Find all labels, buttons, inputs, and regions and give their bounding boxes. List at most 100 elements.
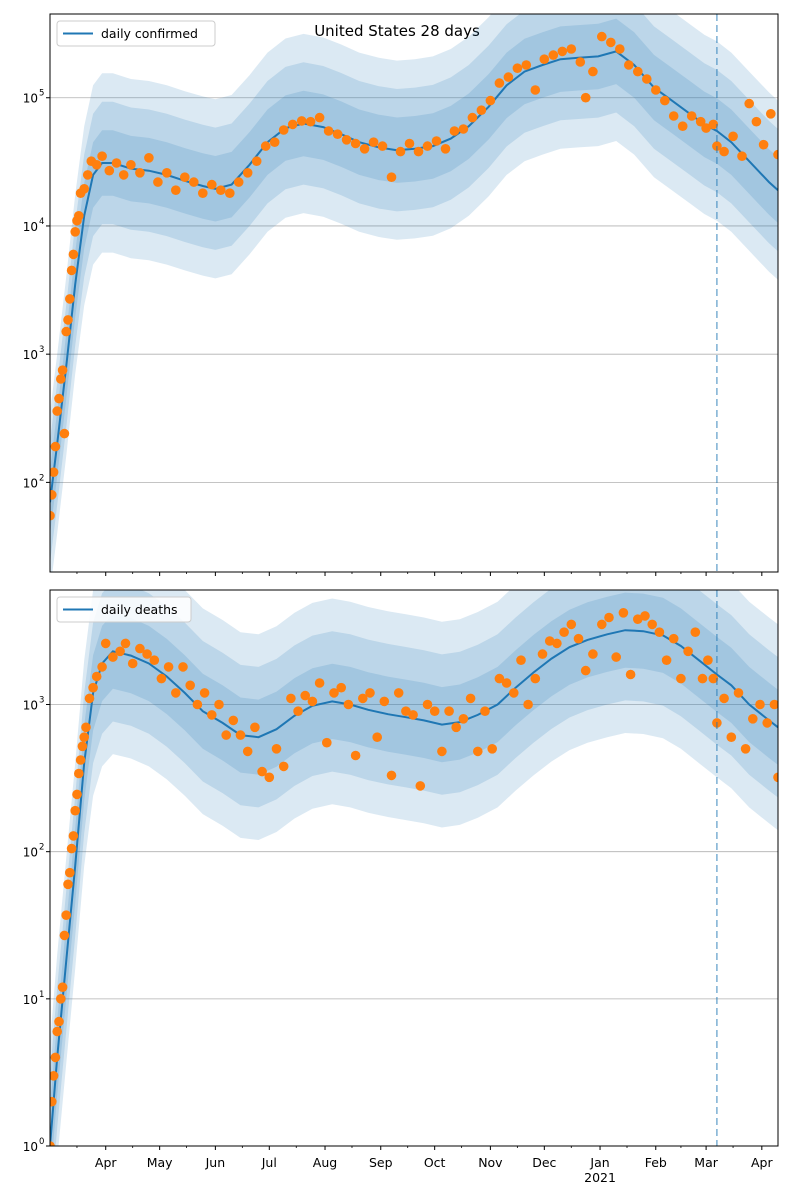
observed-point bbox=[70, 227, 80, 237]
observed-point bbox=[368, 137, 379, 147]
observed-point bbox=[79, 184, 89, 194]
observed-point bbox=[126, 160, 136, 170]
observed-point bbox=[597, 31, 607, 42]
observed-point bbox=[676, 673, 686, 684]
observed-point bbox=[225, 188, 235, 198]
observed-point bbox=[537, 649, 548, 659]
observed-point bbox=[429, 706, 440, 716]
legend: daily confirmed bbox=[56, 20, 216, 47]
y-tick-label: 10 bbox=[23, 699, 38, 713]
observed-point bbox=[530, 85, 541, 95]
observed-point bbox=[359, 144, 370, 154]
observed-point bbox=[50, 467, 59, 477]
observed-point bbox=[162, 168, 172, 178]
observed-point bbox=[737, 151, 747, 161]
y-tick-label: 10 bbox=[23, 348, 38, 362]
x-tick-label: Jun bbox=[205, 1155, 226, 1170]
observed-point bbox=[332, 129, 343, 139]
observed-point bbox=[63, 879, 73, 890]
y-tick-label: 10 bbox=[23, 846, 38, 860]
x-axis: Apr May Jun Jul Aug Sep Oct Nov Dec Jan Feb Mar Apr 2… bbox=[95, 1155, 774, 1185]
x-tick-label: Apr bbox=[751, 1155, 773, 1170]
observed-point bbox=[300, 690, 311, 701]
observed-point bbox=[726, 732, 737, 742]
observed-point bbox=[286, 693, 296, 704]
observed-point bbox=[329, 688, 339, 698]
observed-point bbox=[314, 678, 325, 688]
observed-point bbox=[413, 146, 424, 157]
observed-point bbox=[458, 714, 469, 724]
observed-point bbox=[189, 177, 199, 187]
observed-point bbox=[473, 746, 483, 757]
observed-point bbox=[79, 732, 89, 742]
uncertainty-band bbox=[50, 14, 778, 572]
observed-point bbox=[100, 638, 111, 649]
observed-point bbox=[350, 138, 361, 149]
observed-point bbox=[77, 741, 88, 752]
model-line bbox=[50, 50, 778, 503]
observed-point bbox=[728, 131, 738, 142]
observed-point bbox=[127, 658, 138, 669]
observed-point bbox=[50, 441, 61, 452]
observed-point bbox=[654, 627, 665, 637]
observed-point bbox=[296, 116, 307, 126]
observed-point bbox=[597, 619, 607, 630]
observed-point bbox=[719, 693, 729, 704]
observed-point bbox=[697, 673, 708, 684]
y-tick-exponent: 3 bbox=[39, 345, 44, 355]
observed-point bbox=[386, 770, 397, 781]
observed-point bbox=[393, 688, 404, 698]
observed-point bbox=[494, 78, 505, 88]
observed-point bbox=[251, 156, 262, 166]
observed-point bbox=[544, 636, 555, 646]
observed-point bbox=[494, 673, 505, 684]
observed-point bbox=[509, 688, 519, 698]
observed-point bbox=[618, 608, 629, 618]
observed-point bbox=[198, 188, 208, 198]
observed-point bbox=[269, 137, 280, 147]
observed-point bbox=[422, 141, 433, 151]
observed-point bbox=[588, 66, 598, 77]
observed-point bbox=[615, 44, 625, 54]
observed-point bbox=[192, 699, 203, 710]
observed-point bbox=[59, 930, 70, 941]
observed-point bbox=[386, 172, 397, 182]
observed-point bbox=[72, 789, 82, 800]
observed-point bbox=[314, 112, 325, 123]
observed-point bbox=[144, 153, 154, 163]
observed-point bbox=[611, 652, 621, 662]
observed-point bbox=[740, 744, 751, 754]
observed-point bbox=[766, 109, 776, 119]
observed-point bbox=[758, 139, 769, 150]
observed-point bbox=[74, 768, 84, 779]
x-year-label: 2021 bbox=[584, 1170, 616, 1185]
observed-point bbox=[404, 138, 415, 149]
legend-label: daily deaths bbox=[101, 602, 178, 617]
observed-point bbox=[485, 95, 496, 106]
observed-point bbox=[401, 706, 411, 716]
observed-point bbox=[68, 249, 79, 260]
observed-point bbox=[677, 121, 688, 131]
y-tick-exponent: 2 bbox=[39, 473, 44, 483]
observed-point bbox=[566, 44, 577, 54]
observed-point bbox=[690, 627, 701, 637]
observed-point bbox=[104, 165, 115, 176]
observed-point bbox=[686, 111, 697, 121]
observed-point bbox=[624, 60, 634, 70]
observed-point bbox=[701, 123, 711, 133]
observed-point bbox=[733, 688, 744, 698]
observed-point bbox=[604, 612, 614, 623]
uncertainty-band bbox=[50, 14, 778, 564]
observed-point bbox=[235, 730, 246, 740]
observed-point bbox=[516, 655, 526, 665]
observed-point bbox=[50, 1141, 55, 1146]
observed-point bbox=[539, 54, 550, 64]
observed-point bbox=[476, 105, 487, 115]
observed-point bbox=[135, 643, 145, 654]
observed-point bbox=[271, 744, 282, 754]
observed-point bbox=[395, 146, 406, 157]
observed-point bbox=[97, 151, 107, 161]
observed-point bbox=[437, 746, 447, 757]
observed-point bbox=[365, 688, 375, 698]
